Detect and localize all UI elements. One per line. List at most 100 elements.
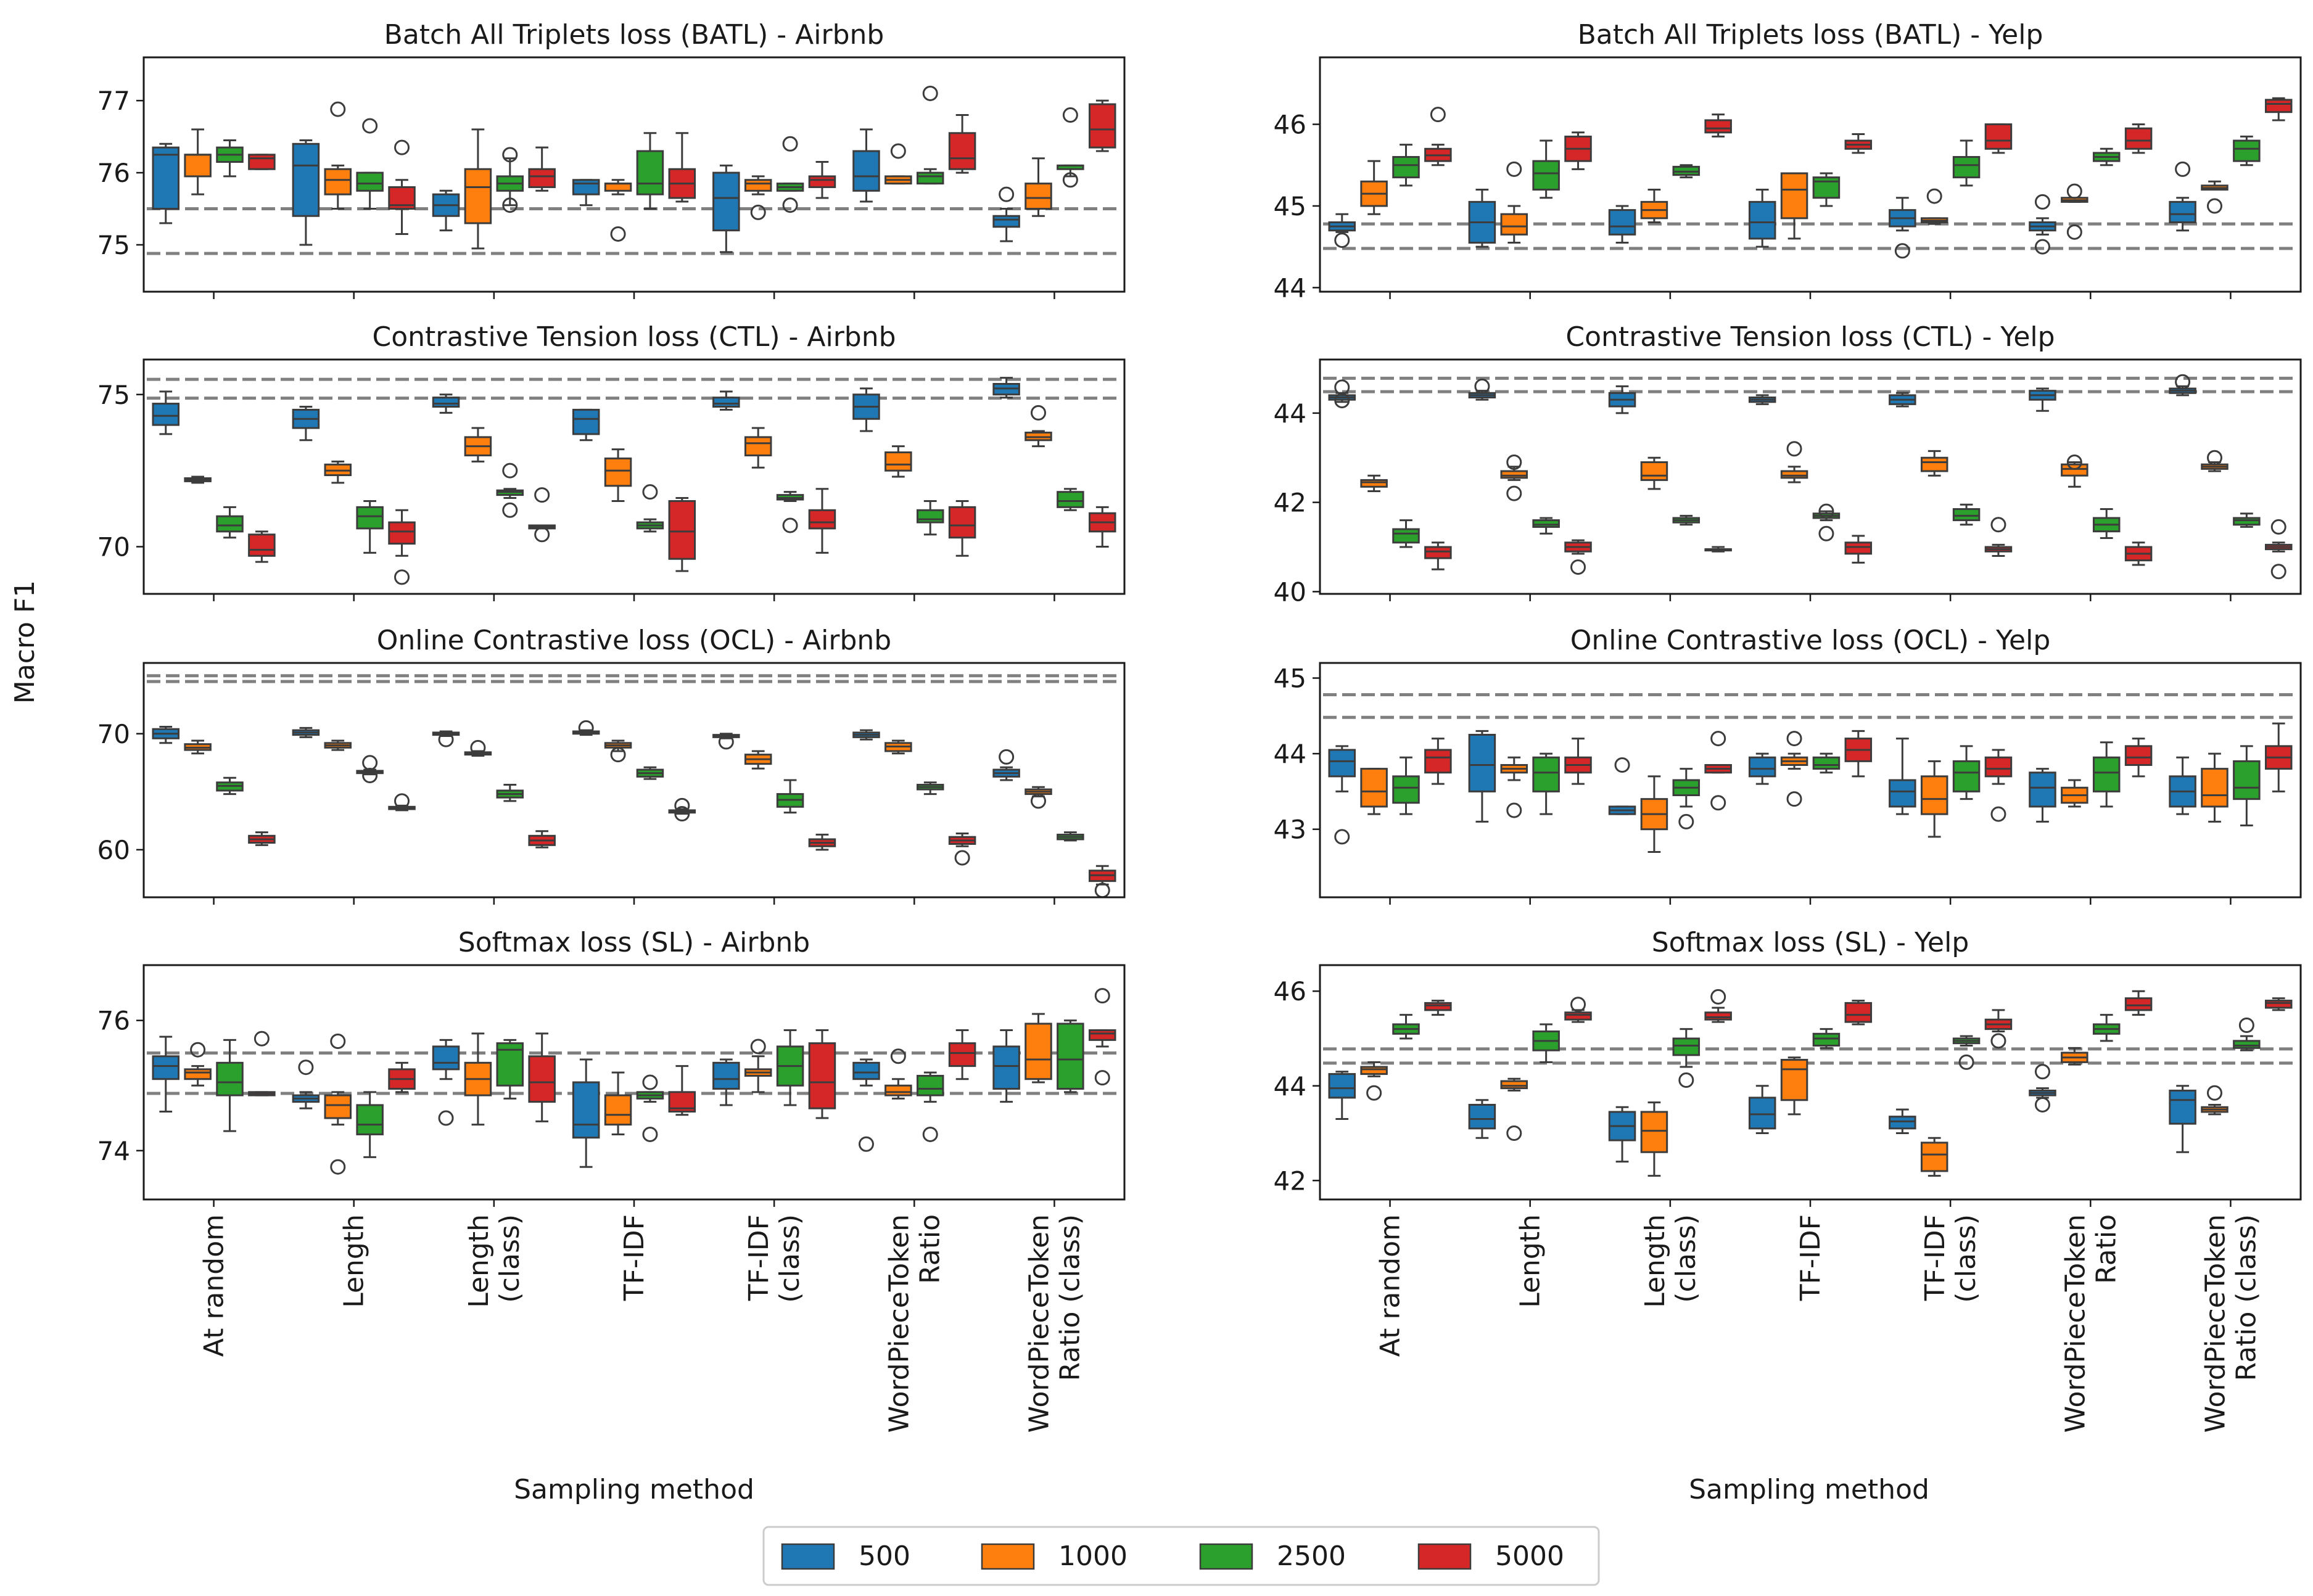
legend-label-2500: 2500 — [1277, 1540, 1346, 1572]
box-iqr — [1360, 1066, 1388, 1076]
outlier-point — [1334, 829, 1350, 845]
box-500 — [2169, 161, 2196, 232]
box-5000 — [1844, 535, 1873, 564]
box-500 — [1468, 1099, 1496, 1139]
box-1000 — [1640, 188, 1668, 223]
box-1000 — [324, 101, 352, 210]
outlier-point — [2066, 454, 2082, 470]
box-5000 — [1984, 517, 2013, 557]
outlier-point — [782, 136, 798, 152]
box-1000 — [2061, 183, 2088, 240]
box-1000 — [1360, 1061, 1388, 1101]
outlier-point — [1030, 793, 1046, 809]
outlier-point — [1786, 731, 1802, 747]
box-500 — [2169, 756, 2196, 815]
box-500 — [992, 1029, 1020, 1103]
box-1000 — [884, 445, 912, 478]
box-iqr — [1424, 749, 1452, 774]
box-5000 — [528, 487, 556, 543]
box-5000 — [1844, 730, 1873, 778]
box-iqr — [1532, 160, 1560, 191]
box-iqr — [604, 1094, 632, 1126]
outlier-point — [394, 139, 410, 155]
outlier-point — [1570, 997, 1586, 1013]
box-iqr — [1748, 1096, 1776, 1130]
y-tick-label: 45 — [1274, 191, 1306, 221]
outlier-point — [2034, 1064, 2050, 1080]
box-500 — [2029, 387, 2056, 412]
box-2500 — [1057, 488, 1084, 511]
box-1000 — [184, 1042, 212, 1087]
box-1000 — [2061, 454, 2088, 488]
box-5000 — [2124, 738, 2153, 778]
box-iqr — [992, 1045, 1020, 1090]
outlier-point — [2034, 1096, 2050, 1113]
box-500 — [712, 1058, 740, 1106]
box-1000 — [2201, 752, 2228, 823]
box-iqr — [1812, 176, 1841, 199]
box-iqr — [1952, 156, 1981, 179]
box-iqr — [916, 509, 944, 524]
box-1000 — [1780, 1056, 1808, 1116]
x-tick-label: Ratio — [914, 1214, 946, 1284]
legend-label-500: 500 — [859, 1540, 910, 1572]
x-tick-label: WordPieceToken — [2059, 1214, 2091, 1433]
outlier-point — [642, 484, 658, 500]
y-tick-label: 46 — [1274, 110, 1306, 140]
outlier-point — [330, 1159, 346, 1175]
outlier-point — [954, 850, 970, 866]
box-5000 — [2124, 541, 2153, 566]
box-500 — [1748, 188, 1776, 248]
box-5000 — [948, 833, 976, 866]
box-5000 — [668, 1065, 696, 1116]
box-5000 — [1088, 99, 1116, 152]
box-5000 — [388, 139, 416, 235]
box-iqr — [1748, 200, 1776, 240]
box-2500 — [1532, 517, 1560, 535]
outlier-point — [394, 793, 410, 809]
box-iqr — [1500, 1080, 1528, 1090]
box-iqr — [2233, 760, 2261, 800]
outlier-point — [502, 463, 518, 479]
outlier-point — [1474, 378, 1490, 394]
box-iqr — [1844, 1002, 1873, 1023]
outlier-point — [2034, 194, 2050, 210]
panel-frame — [1319, 358, 2302, 595]
box-500 — [152, 1035, 180, 1113]
box-2500 — [356, 1091, 384, 1158]
box-5000 — [668, 497, 696, 572]
x-label-left: Sampling method — [514, 1474, 754, 1505]
y-tick-label: 44 — [1274, 398, 1306, 429]
y-tick-label: 42 — [1274, 488, 1306, 518]
y-tick-label: 46 — [1274, 976, 1306, 1006]
box-5000 — [528, 1032, 556, 1122]
y-tick-label: 75 — [97, 380, 130, 410]
box-1000 — [324, 460, 352, 484]
outlier-point — [2206, 1085, 2222, 1101]
box-2500 — [2092, 147, 2121, 167]
box-1000 — [1920, 188, 1948, 225]
box-5000 — [1564, 997, 1592, 1023]
box-2500 — [496, 463, 524, 518]
box-500 — [1608, 757, 1636, 815]
box-1000 — [1500, 756, 1528, 818]
outlier-point — [1958, 1054, 1974, 1070]
box-iqr — [808, 509, 836, 530]
box-1000 — [1025, 405, 1052, 448]
box-iqr — [1468, 1103, 1496, 1130]
box-2500 — [636, 766, 664, 780]
box-iqr — [1672, 1037, 1701, 1056]
box-500 — [432, 1039, 460, 1126]
box-iqr — [1889, 779, 1916, 808]
box-iqr — [604, 183, 632, 192]
outlier-point — [610, 747, 626, 763]
box-5000 — [668, 797, 696, 822]
outlier-point — [1710, 731, 1726, 747]
outlier-point — [1570, 559, 1586, 575]
box-iqr — [1057, 1022, 1084, 1090]
box-1000 — [1640, 456, 1668, 490]
x-tick-label: TF-IDF — [1919, 1214, 1951, 1301]
box-2500 — [496, 147, 524, 213]
y-tick-label: 44 — [1274, 1071, 1306, 1101]
y-tick-label: 44 — [1274, 273, 1306, 303]
